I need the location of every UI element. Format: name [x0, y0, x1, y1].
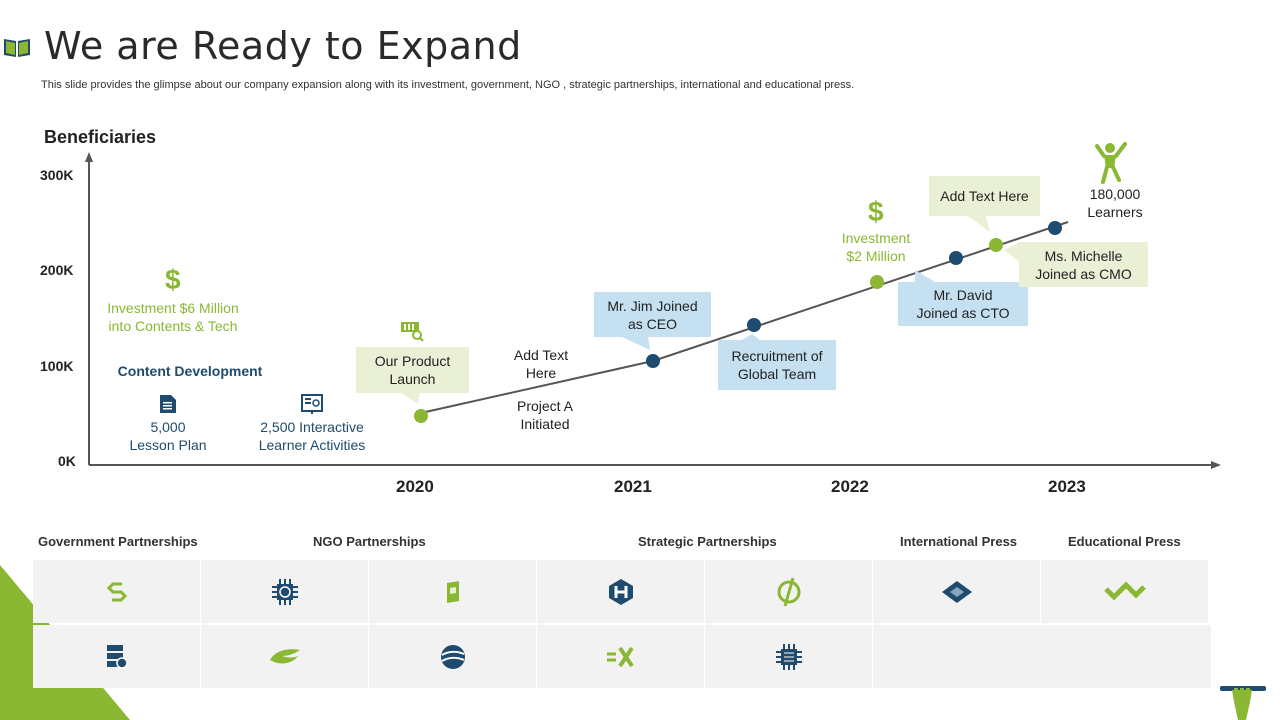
interactive-activities-label: 2,500 Interactive Learner Activities	[258, 419, 366, 453]
diamond-logo-icon	[873, 560, 1040, 623]
sphere-logo-icon	[369, 625, 536, 688]
add-text-label: Add Text Here	[513, 347, 569, 381]
x-tick-label: 2022	[831, 477, 869, 496]
cto-callout: Mr. David Joined as CTO	[898, 282, 1028, 326]
dollar-icon: $	[868, 196, 884, 227]
chip-globe-icon	[201, 560, 368, 623]
y-tick-label: 300K	[40, 167, 74, 183]
milestone-point	[414, 409, 428, 423]
hand-pen-icon	[1220, 686, 1266, 720]
y-tick-label: 0K	[58, 453, 76, 469]
category-strategic: Strategic Partnerships	[638, 534, 777, 549]
category-ngo: NGO Partnerships	[313, 534, 426, 549]
logo-s-link-icon	[33, 560, 200, 623]
book-icon	[4, 39, 30, 57]
learners-label: 180,000 Learners	[1087, 186, 1143, 220]
zigzag-logo-icon	[1041, 560, 1208, 623]
milestone-point	[646, 354, 660, 368]
x-tick-label: 2023	[1048, 477, 1086, 496]
project-initiated-label: Project A Initiated	[516, 398, 574, 432]
milestone-point	[870, 275, 884, 289]
category-international-press: International Press	[900, 534, 1018, 549]
category-educational-press: Educational Press	[1068, 534, 1181, 549]
ceo-callout: Mr. Jim Joined as CEO	[594, 292, 711, 337]
lesson-plan-label: 5,000 Lesson Plan	[129, 419, 207, 453]
investment-label: Investment $6 Million into Contents & Te…	[107, 300, 239, 334]
launch-analytics-icon	[401, 322, 424, 342]
milestone-point	[949, 251, 963, 265]
server-icon	[33, 625, 200, 688]
y-tick-label: 100K	[40, 358, 74, 374]
growth-chart	[85, 152, 1221, 469]
milestone-point	[989, 238, 1003, 252]
milestone-point	[747, 318, 761, 332]
y-tick-label: 200K	[40, 262, 74, 278]
category-government: Government Partnerships	[38, 534, 198, 549]
page-title: We are Ready to Expand	[44, 24, 522, 68]
box-logo-icon	[369, 560, 536, 623]
milestone-point	[1048, 221, 1062, 235]
document-icon	[160, 395, 176, 413]
x-tick-label: 2021	[614, 477, 652, 496]
wing-logo-icon	[201, 625, 368, 688]
x-arrow-logo-icon	[537, 625, 704, 688]
hex-h-logo-icon	[537, 560, 704, 623]
cmo-callout: Ms. Michelle Joined as CMO	[1019, 242, 1148, 287]
content-development-label: Content Development	[117, 363, 263, 379]
investment-2m-label: Investment $2 Million	[841, 230, 911, 264]
chip-icon	[705, 625, 872, 688]
partner-logo-grid	[33, 560, 1211, 688]
circle-slash-logo-icon	[705, 560, 872, 623]
presentation-board-icon	[301, 394, 323, 414]
page-subtitle: This slide provides the glimpse about ou…	[41, 79, 855, 91]
recruitment-callout: Recruitment of Global Team	[718, 340, 836, 390]
x-tick-label: 2020	[396, 477, 434, 496]
celebrating-person-icon	[1095, 142, 1127, 184]
add-text-callout: Add Text Here	[929, 176, 1040, 216]
y-axis-title: Beneficiaries	[44, 127, 157, 147]
product-launch-callout: Our Product Launch	[356, 347, 469, 393]
empty-cell	[873, 625, 1211, 688]
dollar-icon: $	[165, 264, 181, 295]
